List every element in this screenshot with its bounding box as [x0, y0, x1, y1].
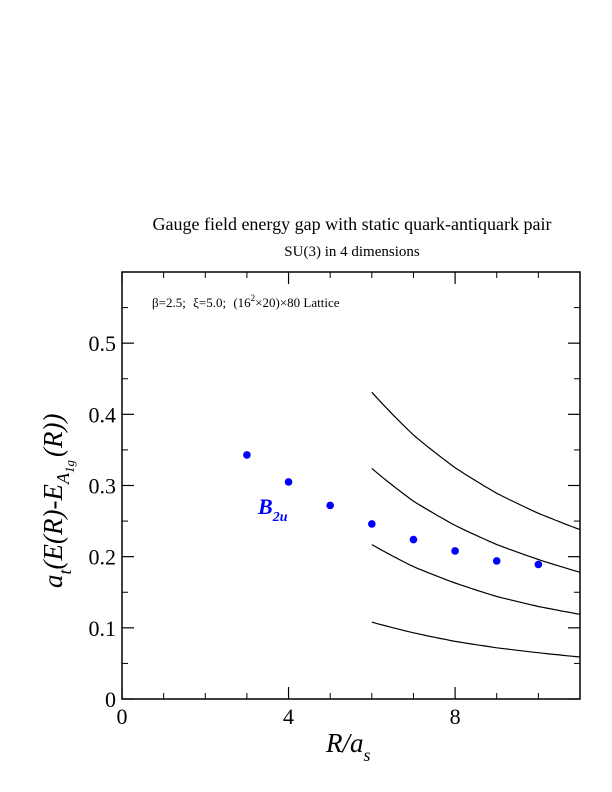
y-tick-label: 0.3 [89, 474, 117, 499]
y-axis-label-A: A [53, 472, 73, 485]
y-tick-label: 0 [105, 687, 116, 712]
annotation-xi: ξ=5.0; [193, 295, 226, 310]
annotation-lattice-base: (16 [233, 295, 251, 310]
x-axis-label: R/as [325, 728, 371, 765]
ticks-group: 0 4 8 0 0.1 0.2 0.3 0.4 0.5 [89, 272, 581, 729]
y-axis-label-sub: 1g [62, 460, 77, 474]
data-point-b2u [451, 547, 459, 555]
y-tick-label: 0.1 [89, 616, 117, 641]
data-point-b2u [368, 520, 376, 528]
y-tick-label: 0.5 [89, 331, 117, 356]
data-point-b2u [409, 535, 418, 544]
x-tick-label: 4 [283, 704, 294, 729]
series-label-b2u: B2u [257, 494, 288, 525]
x-axis-label-main: R/a [325, 728, 364, 758]
series-label-sub: 2u [272, 510, 288, 525]
chart-subtitle: SU(3) in 4 dimensions [284, 244, 420, 260]
lattice-annotation: β=2.5; ξ=5.0; (162×20)×80 Lattice [152, 293, 340, 310]
x-tick-label: 8 [450, 704, 461, 729]
plot-area: 0 4 8 0 0.1 0.2 0.3 0.4 0.5 [89, 271, 581, 729]
x-axis-label-sub: s [364, 745, 371, 765]
y-tick-label: 0.2 [89, 545, 117, 570]
data-point-b2u [492, 557, 501, 565]
plot-frame [121, 271, 581, 700]
curve-4 [371, 391, 581, 531]
curve-1 [371, 621, 581, 658]
data-point-b2u [243, 451, 251, 459]
curve-3 [371, 467, 581, 573]
data-point-b2u [284, 478, 293, 486]
curve-2 [371, 544, 581, 615]
y-axis-label-mid: (E(R)-E [38, 484, 68, 570]
y-axis-label-a: a [38, 575, 68, 589]
annotation-lattice-rest: ×20)×80 Lattice [255, 295, 340, 310]
y-axis-label-end: (R)) [38, 414, 68, 457]
annotation-beta: β=2.5; [152, 295, 186, 310]
annotation-lattice-exponent: 2 [251, 293, 256, 303]
chart-title: Gauge field energy gap with static quark… [152, 214, 551, 234]
y-axis-label-t: t [55, 569, 75, 575]
points-group [243, 451, 543, 569]
y-tick-label: 0.4 [89, 402, 117, 427]
data-point-b2u [326, 501, 334, 510]
data-point-b2u [534, 560, 543, 569]
curves-group [371, 391, 581, 658]
y-axis-label: at(E(R)-EA1g (R)) [38, 414, 77, 588]
series-label-main: B [257, 494, 273, 519]
x-tick-label: 0 [117, 704, 128, 729]
